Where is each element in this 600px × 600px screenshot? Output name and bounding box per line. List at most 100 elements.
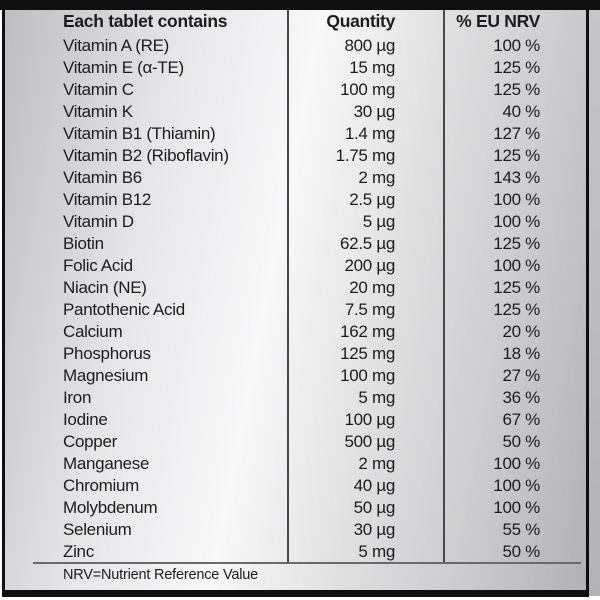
nutrient-name: Vitamin A (RE)	[63, 35, 170, 55]
table-row: Selenium 30 µg 55 %	[5, 518, 586, 540]
nutrient-name: Zinc	[63, 541, 94, 561]
nutrient-name: Pantothenic Acid	[63, 299, 185, 319]
nutrient-nrv: 125 %	[493, 79, 540, 99]
header-quantity: Quantity	[326, 11, 395, 32]
nutrient-name: Vitamin B6	[63, 167, 142, 187]
table-row: Copper 500 µg 50 %	[5, 430, 586, 452]
nutrient-nrv: 67 %	[502, 409, 540, 429]
table-header-row: Each tablet contains Quantity % EU NRV	[5, 10, 586, 34]
nutrient-nrv: 100 %	[493, 211, 540, 231]
nutrient-nrv: 125 %	[493, 145, 540, 165]
nutrient-quantity: 7.5 mg	[344, 299, 395, 319]
nutrient-name: Niacin (NE)	[63, 277, 147, 297]
nutrient-name: Magnesium	[63, 365, 149, 385]
header-eu-nrv: % EU NRV	[456, 11, 540, 32]
nutrient-name: Vitamin C	[63, 79, 134, 99]
nutrient-nrv: 125 %	[493, 57, 540, 77]
nutrient-quantity: 50 µg	[353, 497, 396, 517]
nutrient-quantity: 15 mg	[349, 57, 395, 77]
nutrient-quantity: 800 µg	[344, 35, 395, 55]
nutrient-name: Vitamin D	[63, 211, 134, 231]
nutrient-quantity: 125 mg	[340, 343, 395, 363]
nutrient-nrv: 27 %	[502, 365, 540, 385]
nutrient-name: Vitamin E (α-TE)	[63, 57, 184, 77]
nutrient-quantity: 20 mg	[349, 277, 395, 297]
nutrient-quantity: 200 µg	[344, 255, 395, 275]
nutrient-nrv: 50 %	[502, 431, 540, 451]
table-row: Vitamin D 5 µg 100 %	[5, 210, 586, 232]
top-border-bar	[0, 0, 600, 10]
column-divider-2	[443, 10, 445, 562]
nutrient-quantity: 2.5 µg	[349, 189, 395, 209]
nutrient-nrv: 100 %	[493, 35, 540, 55]
nutrient-nrv: 125 %	[493, 277, 540, 297]
nutrient-quantity: 5 µg	[362, 211, 396, 231]
nutrient-nrv: 100 %	[493, 255, 540, 275]
table-row: Molybdenum 50 µg 100 %	[5, 496, 586, 518]
table-row: Folic Acid 200 µg 100 %	[5, 254, 586, 276]
nutrient-name: Vitamin K	[63, 101, 133, 121]
table-row: Iron 5 mg 36 %	[5, 386, 586, 408]
nutrient-nrv: 100 %	[493, 453, 540, 473]
nutrient-name: Chromium	[63, 475, 140, 495]
table-row: Vitamin E (α-TE) 15 mg 125 %	[5, 56, 586, 78]
nutrient-quantity: 100 µg	[344, 409, 395, 429]
nutrient-name: Copper	[63, 431, 117, 451]
nutrient-quantity: 500 µg	[344, 431, 395, 451]
nutrient-nrv: 50 %	[502, 541, 540, 561]
nutrient-quantity: 5 mg	[358, 541, 395, 561]
nutrition-table-panel: Each tablet contains Quantity % EU NRV V…	[2, 0, 589, 597]
nutrient-name: Vitamin B1 (Thiamin)	[63, 123, 216, 143]
table-row: Pantothenic Acid 7.5 mg 125 %	[5, 298, 586, 320]
nutrient-quantity: 30 µg	[353, 519, 396, 539]
table-row: Calcium 162 mg 20 %	[5, 320, 586, 342]
nutrient-name: Folic Acid	[63, 255, 133, 275]
nutrient-name: Phosphorus	[63, 343, 151, 363]
nutrient-quantity: 1.75 mg	[335, 145, 396, 165]
nutrient-nrv: 125 %	[493, 299, 540, 319]
table-row: Niacin (NE) 20 mg 125 %	[5, 276, 586, 298]
nutrient-nrv: 40 %	[502, 101, 540, 121]
nutrient-nrv: 100 %	[493, 475, 540, 495]
table-row: Iodine 100 µg 67 %	[5, 408, 586, 430]
nutrient-quantity: 100 mg	[340, 79, 395, 99]
table-row: Phosphorus 125 mg 18 %	[5, 342, 586, 364]
nutrient-nrv: 143 %	[493, 167, 540, 187]
nutrient-quantity: 2 mg	[358, 453, 395, 473]
right-edge-strip	[589, 0, 600, 596]
nutrient-name: Iron	[63, 387, 92, 407]
footnote-divider	[33, 562, 581, 564]
table-row: Vitamin K 30 µg 40 %	[5, 100, 586, 122]
nutrient-quantity: 40 µg	[353, 475, 396, 495]
nutrient-name: Biotin	[63, 233, 104, 253]
nutrient-nrv: 125 %	[493, 233, 540, 253]
nutrient-quantity: 1.4 mg	[344, 123, 395, 143]
table-row: Vitamin B12 2.5 µg 100 %	[5, 188, 586, 210]
nutrient-nrv: 20 %	[502, 321, 540, 341]
table-row: Chromium 40 µg 100 %	[5, 474, 586, 496]
nutrient-nrv: 55 %	[502, 519, 540, 539]
nutrient-name: Vitamin B12	[63, 189, 152, 209]
table-row: Vitamin A (RE) 800 µg 100 %	[5, 34, 586, 56]
nutrient-quantity: 62.5 µg	[340, 233, 395, 253]
table-row: Manganese 2 mg 100 %	[5, 452, 586, 474]
nutrient-name: Molybdenum	[63, 497, 158, 517]
nutrient-quantity: 30 µg	[353, 101, 396, 121]
table-row: Vitamin B6 2 mg 143 %	[5, 166, 586, 188]
nutrient-name: Selenium	[63, 519, 132, 539]
nutrient-table: Each tablet contains Quantity % EU NRV V…	[5, 10, 586, 562]
column-divider-1	[287, 10, 289, 562]
table-row: Biotin 62.5 µg 125 %	[5, 232, 586, 254]
table-row: Magnesium 100 mg 27 %	[5, 364, 586, 386]
table-row: Vitamin B2 (Riboflavin) 1.75 mg 125 %	[5, 144, 586, 166]
table-row: Vitamin B1 (Thiamin) 1.4 mg 127 %	[5, 122, 586, 144]
nutrient-quantity: 100 mg	[340, 365, 395, 385]
nutrient-nrv: 127 %	[493, 123, 540, 143]
nutrient-quantity: 2 mg	[358, 167, 395, 187]
table-row: Vitamin C 100 mg 125 %	[5, 78, 586, 100]
nutrient-name: Iodine	[63, 409, 108, 429]
header-each-tablet-contains: Each tablet contains	[63, 11, 228, 32]
nutrient-nrv: 100 %	[493, 497, 540, 517]
nutrient-name: Manganese	[63, 453, 150, 473]
